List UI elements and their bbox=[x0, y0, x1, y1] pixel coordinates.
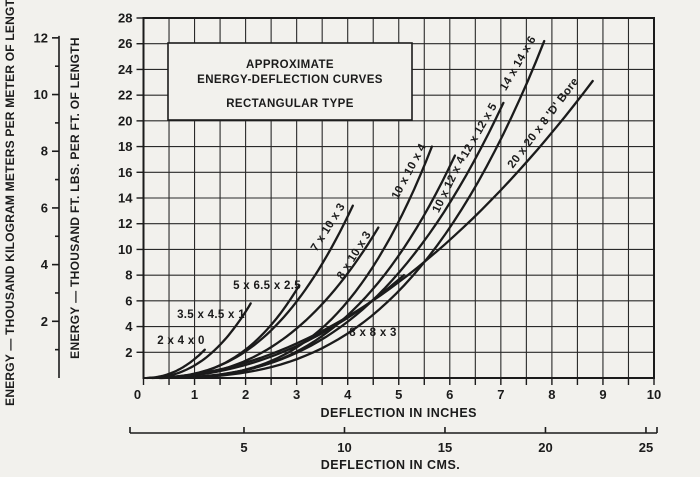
kgm-tick-label: 10 bbox=[34, 87, 48, 102]
origin-tick-label: 0 bbox=[134, 387, 141, 402]
cm-axis-title: DEFLECTION IN CMS. bbox=[321, 458, 461, 472]
y-tick-label: 12 bbox=[118, 216, 132, 231]
cm-axis bbox=[129, 427, 658, 434]
x-tick-label: 3 bbox=[293, 387, 300, 402]
curve-20-x-20-x-8-d-bore bbox=[167, 79, 594, 379]
curve-5-x-6-5-x-2-5-label: 5 x 6.5 x 2.5 bbox=[233, 280, 301, 292]
kgm-tick-label: 2 bbox=[41, 314, 48, 329]
kgm-tick-label: 4 bbox=[41, 257, 49, 272]
kgm-axis-title: ENERGY — THOUSAND KILOGRAM METERS PER ME… bbox=[3, 0, 17, 406]
kgm-axis bbox=[52, 35, 60, 378]
plot-border bbox=[142, 17, 655, 379]
kgm-tick-label: 12 bbox=[34, 30, 48, 45]
cm-tick-label: 10 bbox=[337, 440, 351, 455]
x-tick-label: 2 bbox=[242, 387, 249, 402]
y-tick-label: 2 bbox=[125, 345, 132, 360]
y-tick-label: 16 bbox=[118, 165, 132, 180]
curves bbox=[145, 39, 594, 380]
x-tick-label: 7 bbox=[497, 387, 504, 402]
cm-tick-label: 25 bbox=[639, 440, 653, 455]
x-tick-label: 5 bbox=[395, 387, 402, 402]
x-tick-label: 1 bbox=[191, 387, 198, 402]
kgm-tick-label: 8 bbox=[41, 144, 48, 159]
chart-title-line: ENERGY-DEFLECTION CURVES bbox=[197, 74, 383, 86]
x-tick-label: 9 bbox=[599, 387, 606, 402]
x-tick-label: 6 bbox=[446, 387, 453, 402]
axis-tick-marks bbox=[136, 17, 655, 385]
y-tick-label: 14 bbox=[118, 191, 133, 206]
y-tick-label: 4 bbox=[125, 319, 133, 334]
y-tick-label: 10 bbox=[118, 242, 132, 257]
curve-3-5-x-4-5-x-1 bbox=[148, 302, 252, 380]
y-tick-label: 28 bbox=[118, 11, 132, 26]
y-tick-label: 8 bbox=[125, 268, 132, 283]
curve-2-x-4-x-0-label: 2 x 4 x 0 bbox=[157, 335, 204, 347]
y-tick-label: 22 bbox=[118, 88, 132, 103]
title-box bbox=[167, 42, 413, 121]
curve-3-5-x-4-5-x-1-label: 3.5 x 4.5 x 1 bbox=[177, 309, 245, 321]
cm-tick-label: 20 bbox=[538, 440, 552, 455]
cm-tick-label: 15 bbox=[438, 440, 452, 455]
x-axis-title: DEFLECTION IN INCHES bbox=[320, 406, 477, 420]
chart-title-line: APPROXIMATE bbox=[246, 59, 334, 71]
curve-12-x-12-x-5 bbox=[162, 101, 505, 380]
curve-14-x-14-x-6 bbox=[164, 39, 546, 380]
y-tick-label: 26 bbox=[118, 36, 132, 51]
y-axis-title: ENERGY — THOUSAND FT. LBS. PER FT. OF LE… bbox=[68, 37, 82, 359]
x-tick-label: 4 bbox=[344, 387, 352, 402]
x-tick-label: 10 bbox=[647, 387, 661, 402]
curve-8-x-8-x-3-label: 8 x 8 x 3 bbox=[349, 327, 396, 339]
y-tick-label: 6 bbox=[125, 293, 132, 308]
y-tick-label: 20 bbox=[118, 113, 132, 128]
cm-tick-label: 5 bbox=[240, 440, 247, 455]
y-tick-label: 18 bbox=[118, 139, 132, 154]
kgm-tick-label: 6 bbox=[41, 200, 48, 215]
y-tick-label: 24 bbox=[118, 62, 133, 77]
x-tick-label: 8 bbox=[548, 387, 555, 402]
chart-title-line: RECTANGULAR TYPE bbox=[226, 98, 354, 110]
